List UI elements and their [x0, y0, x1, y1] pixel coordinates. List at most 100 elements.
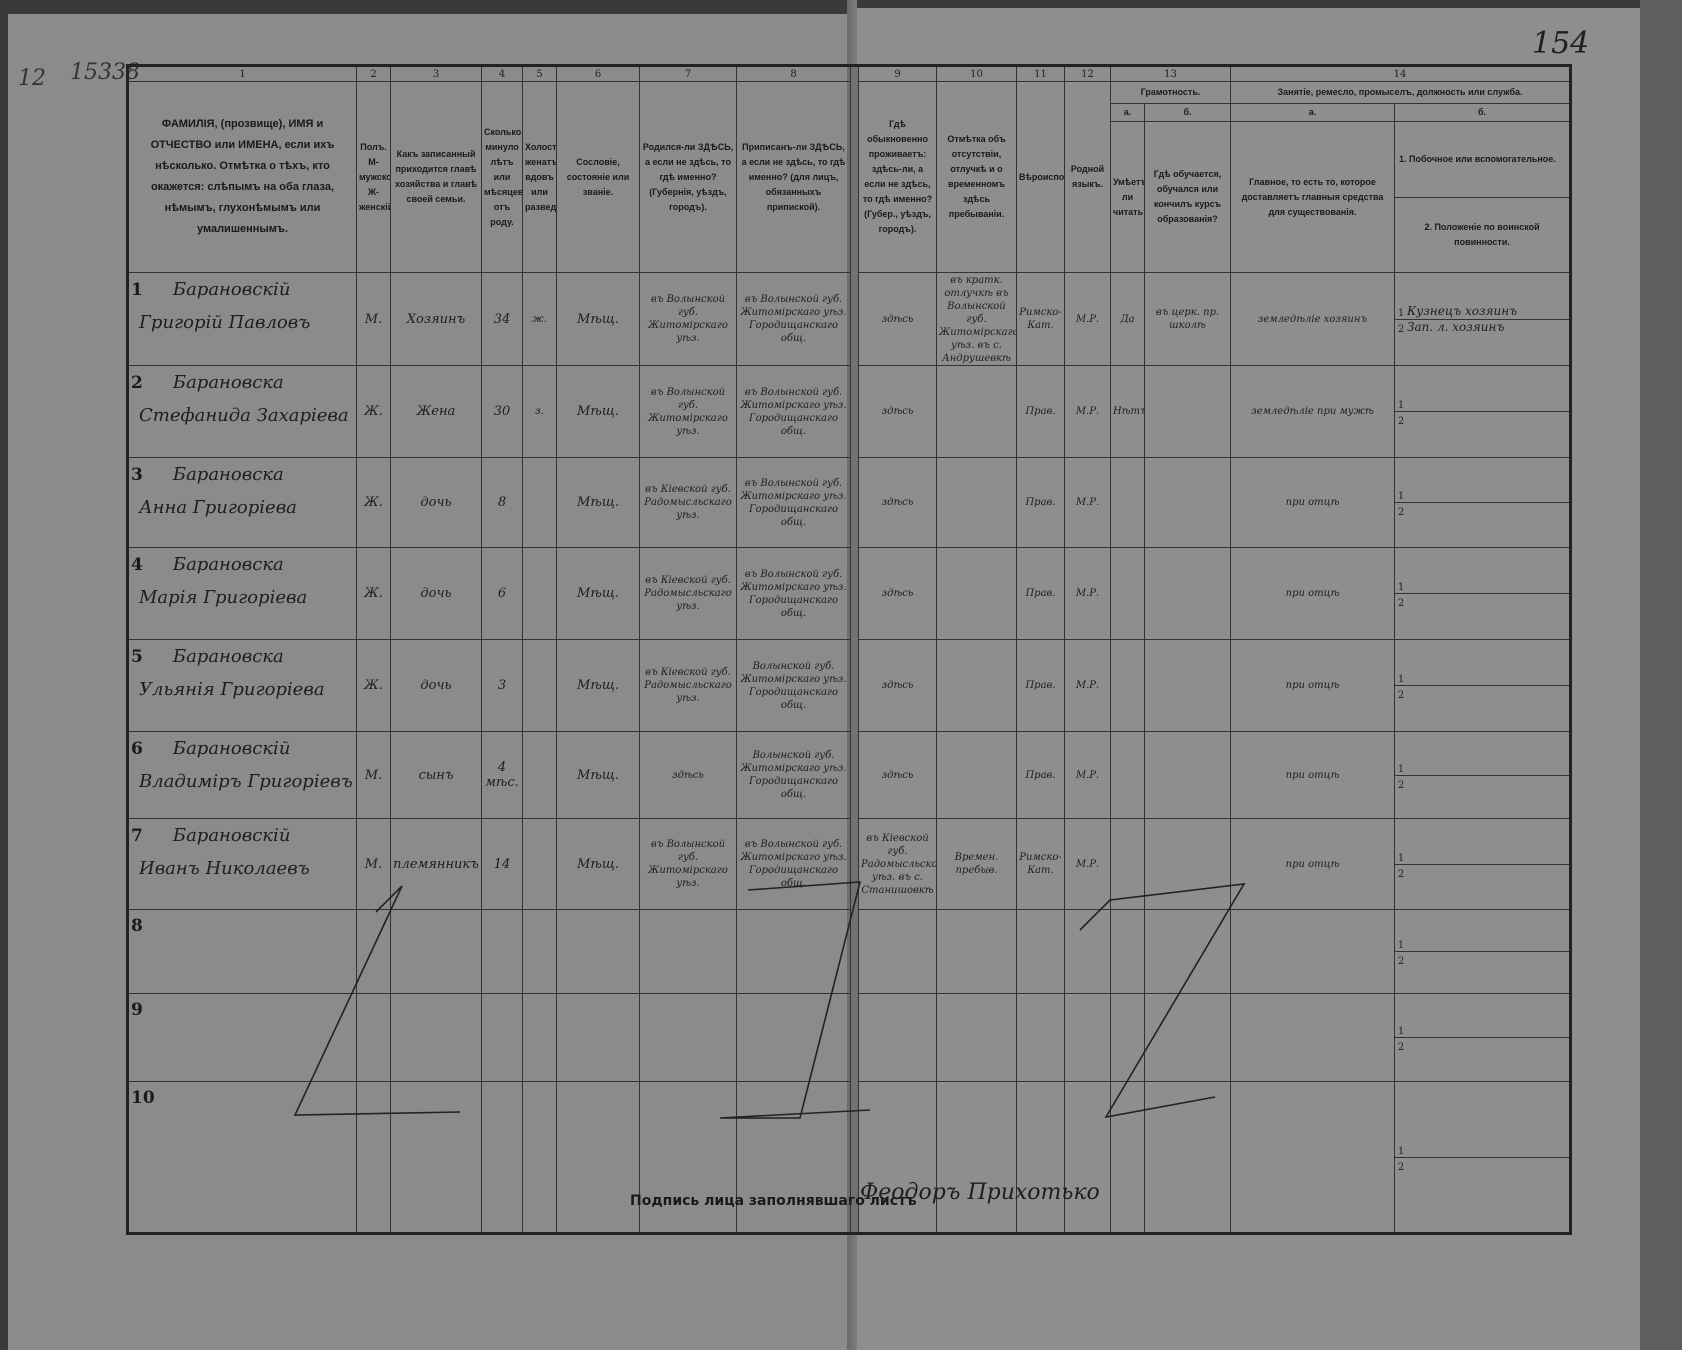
row-number: 10	[131, 1088, 155, 1108]
main-occupation: при отцѣ	[1230, 457, 1396, 548]
residence: въ Кіевской губ. Радомысльскомъ уѣз. въ …	[858, 818, 937, 910]
sub-index: 1	[1397, 1145, 1405, 1157]
table-row: 5 Барановска Ульянія Григоріева Ж. дочь 3 Мѣщ.…	[127, 639, 1572, 732]
absence-note: въ кратк. отлучкѣ въ Волынской губ. Жито…	[936, 272, 1017, 366]
secondary-occupation: 1	[1395, 578, 1570, 594]
relation: Жена	[390, 365, 482, 458]
header-can-read: Умѣетъ-ли читать?	[1110, 121, 1145, 273]
education	[1143, 547, 1232, 640]
residence: здѣсь	[858, 639, 937, 732]
absence-note	[936, 457, 1017, 548]
education	[1143, 731, 1232, 819]
religion: Прав.	[1016, 639, 1065, 732]
sub-value: Кузнецъ хозяинъ	[1407, 304, 1518, 318]
marital-status	[522, 993, 557, 1082]
col-number: 10	[936, 65, 1017, 82]
secondary-occupation: 1	[1395, 1022, 1570, 1038]
header-language: Родной языкъ.	[1064, 81, 1111, 273]
main-occupation: при отцѣ	[1230, 731, 1396, 819]
header-religion: Вѣроисповѣданіе.	[1016, 81, 1065, 273]
birthplace	[639, 909, 737, 994]
absence-note	[936, 993, 1017, 1082]
native-language: М.Р.	[1064, 457, 1111, 548]
age	[481, 993, 523, 1082]
col-number: 5	[522, 65, 557, 82]
main-occupation	[1230, 1081, 1396, 1234]
estate: Мѣщ.	[556, 547, 640, 640]
estate: Мѣщ.	[556, 365, 640, 458]
sub-index: 2	[1397, 1042, 1405, 1053]
row-number: 3	[131, 465, 143, 485]
header-relation: Какъ записанный приходится главѣ хозяйст…	[390, 81, 482, 273]
absence-note	[936, 365, 1017, 458]
can-read	[1110, 547, 1145, 640]
given-name: Владиміръ Григоріевъ	[139, 771, 353, 792]
age: 3	[481, 639, 523, 732]
given-name: Стефанида Захаріева	[139, 405, 349, 426]
table-row: 6 Барановскій Владиміръ Григоріевъ М. сынъ 4 …	[127, 731, 1572, 819]
absence-note	[936, 909, 1017, 994]
header-key: а.	[1230, 103, 1396, 122]
registered-place: Волынской губ. Житомірскаго уѣз. Городищ…	[736, 639, 851, 732]
header-education: Гдѣ обучается, обучался или кончилъ курс…	[1143, 121, 1232, 273]
sub-index: 1	[1397, 674, 1405, 685]
header-secondary-occupation: 1. Побочное или вспомогательное.	[1395, 123, 1570, 198]
sex: Ж.	[356, 365, 391, 458]
header-key: б.	[1394, 103, 1572, 122]
relation: сынъ	[390, 731, 482, 819]
education: въ церк. пр. школѣ	[1143, 272, 1232, 366]
birthplace: въ Кіевской губ. Радомысльскаго уѣз.	[639, 639, 737, 732]
residence	[858, 993, 937, 1082]
gutter-cell	[850, 731, 859, 819]
secondary-occupation: 1	[1395, 936, 1570, 952]
name-cell: 1 Барановскій Григорій Павловъ	[127, 272, 357, 366]
relation: дочь	[390, 547, 482, 640]
estate: Мѣщ.	[556, 272, 640, 366]
sub-index: 1	[1397, 307, 1405, 319]
estate	[556, 1081, 640, 1234]
registered-place	[736, 993, 851, 1082]
secondary-cell: 1 Кузнецъ хозяинъ 2 Зап. л. хозяинъ	[1394, 272, 1572, 366]
sub-index: 1	[1397, 763, 1405, 775]
military-status: 2	[1396, 776, 1570, 791]
name-cell: 3 Барановска Анна Григоріева	[127, 457, 357, 548]
education	[1143, 993, 1232, 1082]
birthplace	[639, 993, 737, 1082]
relation	[390, 909, 482, 994]
absence-note	[936, 639, 1017, 732]
marital-status	[522, 909, 557, 994]
estate	[556, 993, 640, 1082]
relation: дочь	[390, 639, 482, 732]
table-row: 10 1 2	[127, 1081, 1572, 1234]
sex	[356, 993, 391, 1082]
col-number: 7	[639, 65, 737, 82]
native-language: М.Р.	[1064, 639, 1111, 732]
sub-index: 2	[1397, 956, 1405, 967]
sub-index: 1	[1397, 1026, 1405, 1037]
registered-place: въ Волынской губ. Житомірскаго уѣз. Горо…	[736, 365, 851, 458]
table-row: 4 Барановска Марія Григоріева Ж. дочь 6 Мѣщ. въ…	[127, 547, 1572, 640]
gutter-cell	[850, 818, 859, 910]
military-status: 2 Зап. л. хозяинъ	[1396, 320, 1570, 335]
header-sex: Полъ. М-мужской. Ж-женскій.	[356, 81, 391, 273]
registered-place	[736, 909, 851, 994]
header-residence: Гдѣ обыкновенно проживаетъ: здѣсь-ли, а …	[858, 81, 937, 273]
native-language: М.Р.	[1064, 365, 1111, 458]
sex	[356, 1081, 391, 1234]
birthplace: въ Волынской губ. Житомірскаго уѣз.	[639, 818, 737, 910]
native-language	[1064, 1081, 1111, 1234]
sex	[356, 909, 391, 994]
education	[1143, 457, 1232, 548]
surname: Барановска	[172, 646, 284, 667]
religion: Прав.	[1016, 547, 1065, 640]
secondary-occupation: 1	[1395, 487, 1570, 503]
can-read: Нѣтъ	[1110, 365, 1145, 458]
given-name: Марія Григоріева	[139, 587, 308, 608]
table-row: 3 Барановска Анна Григоріева Ж. дочь 8 Мѣщ. въ …	[127, 457, 1572, 548]
name-cell: 5 Барановска Ульянія Григоріева	[127, 639, 357, 732]
sub-index: 2	[1397, 323, 1405, 335]
header-estate: Сословіе, состояніе или званіе.	[556, 81, 640, 273]
header-name: ФАМИЛІЯ, (прозвище), ИМЯ и ОТЧЕСТВО или …	[127, 81, 357, 273]
